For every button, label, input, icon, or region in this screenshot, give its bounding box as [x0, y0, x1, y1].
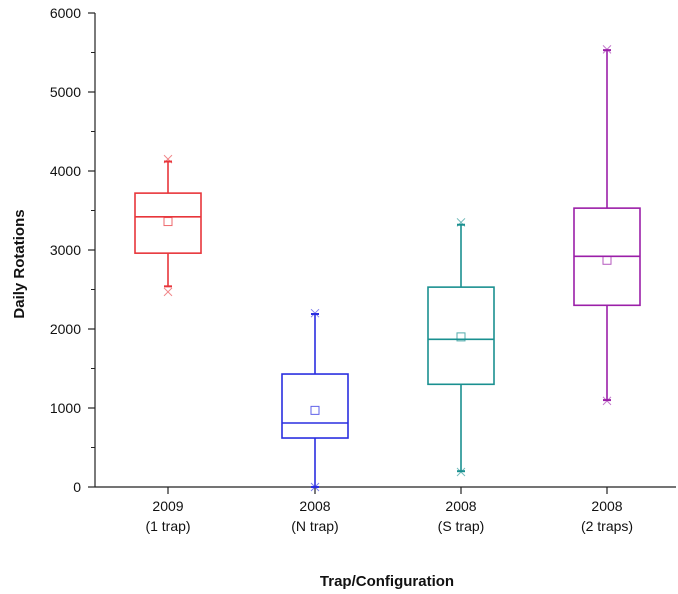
x-category-sublabel: (2 traps) [581, 518, 633, 534]
x-category-sublabel: (1 trap) [145, 518, 190, 534]
box-group [573, 44, 641, 406]
y-axis-title: Daily Rotations [11, 209, 28, 318]
max-marker [310, 308, 320, 318]
y-tick-label: 2000 [50, 321, 81, 337]
y-tick-label: 0 [73, 479, 81, 495]
marker-stroke [310, 482, 320, 492]
iqr-box [427, 286, 495, 386]
y-tick-label: 4000 [50, 163, 81, 179]
x-category-sublabel: (S trap) [438, 518, 485, 534]
min-marker [456, 467, 466, 477]
iqr-box [281, 373, 349, 439]
x-category-label: 2008 [299, 498, 330, 514]
x-category-label: 2008 [445, 498, 476, 514]
min-marker [163, 287, 173, 297]
box-group [427, 217, 495, 477]
box-group [281, 308, 349, 492]
y-axis: 0 1000 2000 3000 4000 5000 6000 [50, 5, 96, 495]
x-category-label: 2008 [591, 498, 622, 514]
box-group [134, 154, 202, 297]
y-tick-label: 5000 [50, 84, 81, 100]
max-marker [163, 154, 173, 164]
marker-stroke [310, 308, 320, 318]
y-tick-label: 1000 [50, 400, 81, 416]
mean-marker [602, 255, 612, 265]
mean-marker [310, 405, 320, 415]
y-tick-label: 3000 [50, 242, 81, 258]
marker-stroke [456, 217, 466, 227]
box-series [134, 44, 641, 492]
marker-stroke [163, 287, 173, 297]
x-axis: 2009 (1 trap) 2008 (N trap) 2008 (S trap) 2008… [95, 486, 676, 534]
x-axis-title: Trap/Configuration [320, 573, 454, 590]
min-marker [310, 482, 320, 492]
min-marker [602, 396, 612, 406]
x-category-sublabel: (N trap) [291, 518, 338, 534]
y-tick-label: 6000 [50, 5, 81, 21]
mean-marker [163, 217, 173, 227]
max-marker [602, 44, 612, 54]
marker-stroke [602, 44, 612, 54]
marker-stroke [602, 396, 612, 406]
marker-stroke [163, 154, 173, 164]
mean-marker [456, 332, 466, 342]
max-marker [456, 217, 466, 227]
iqr-box [134, 192, 202, 254]
marker-stroke [456, 467, 466, 477]
x-category-label: 2009 [152, 498, 183, 514]
